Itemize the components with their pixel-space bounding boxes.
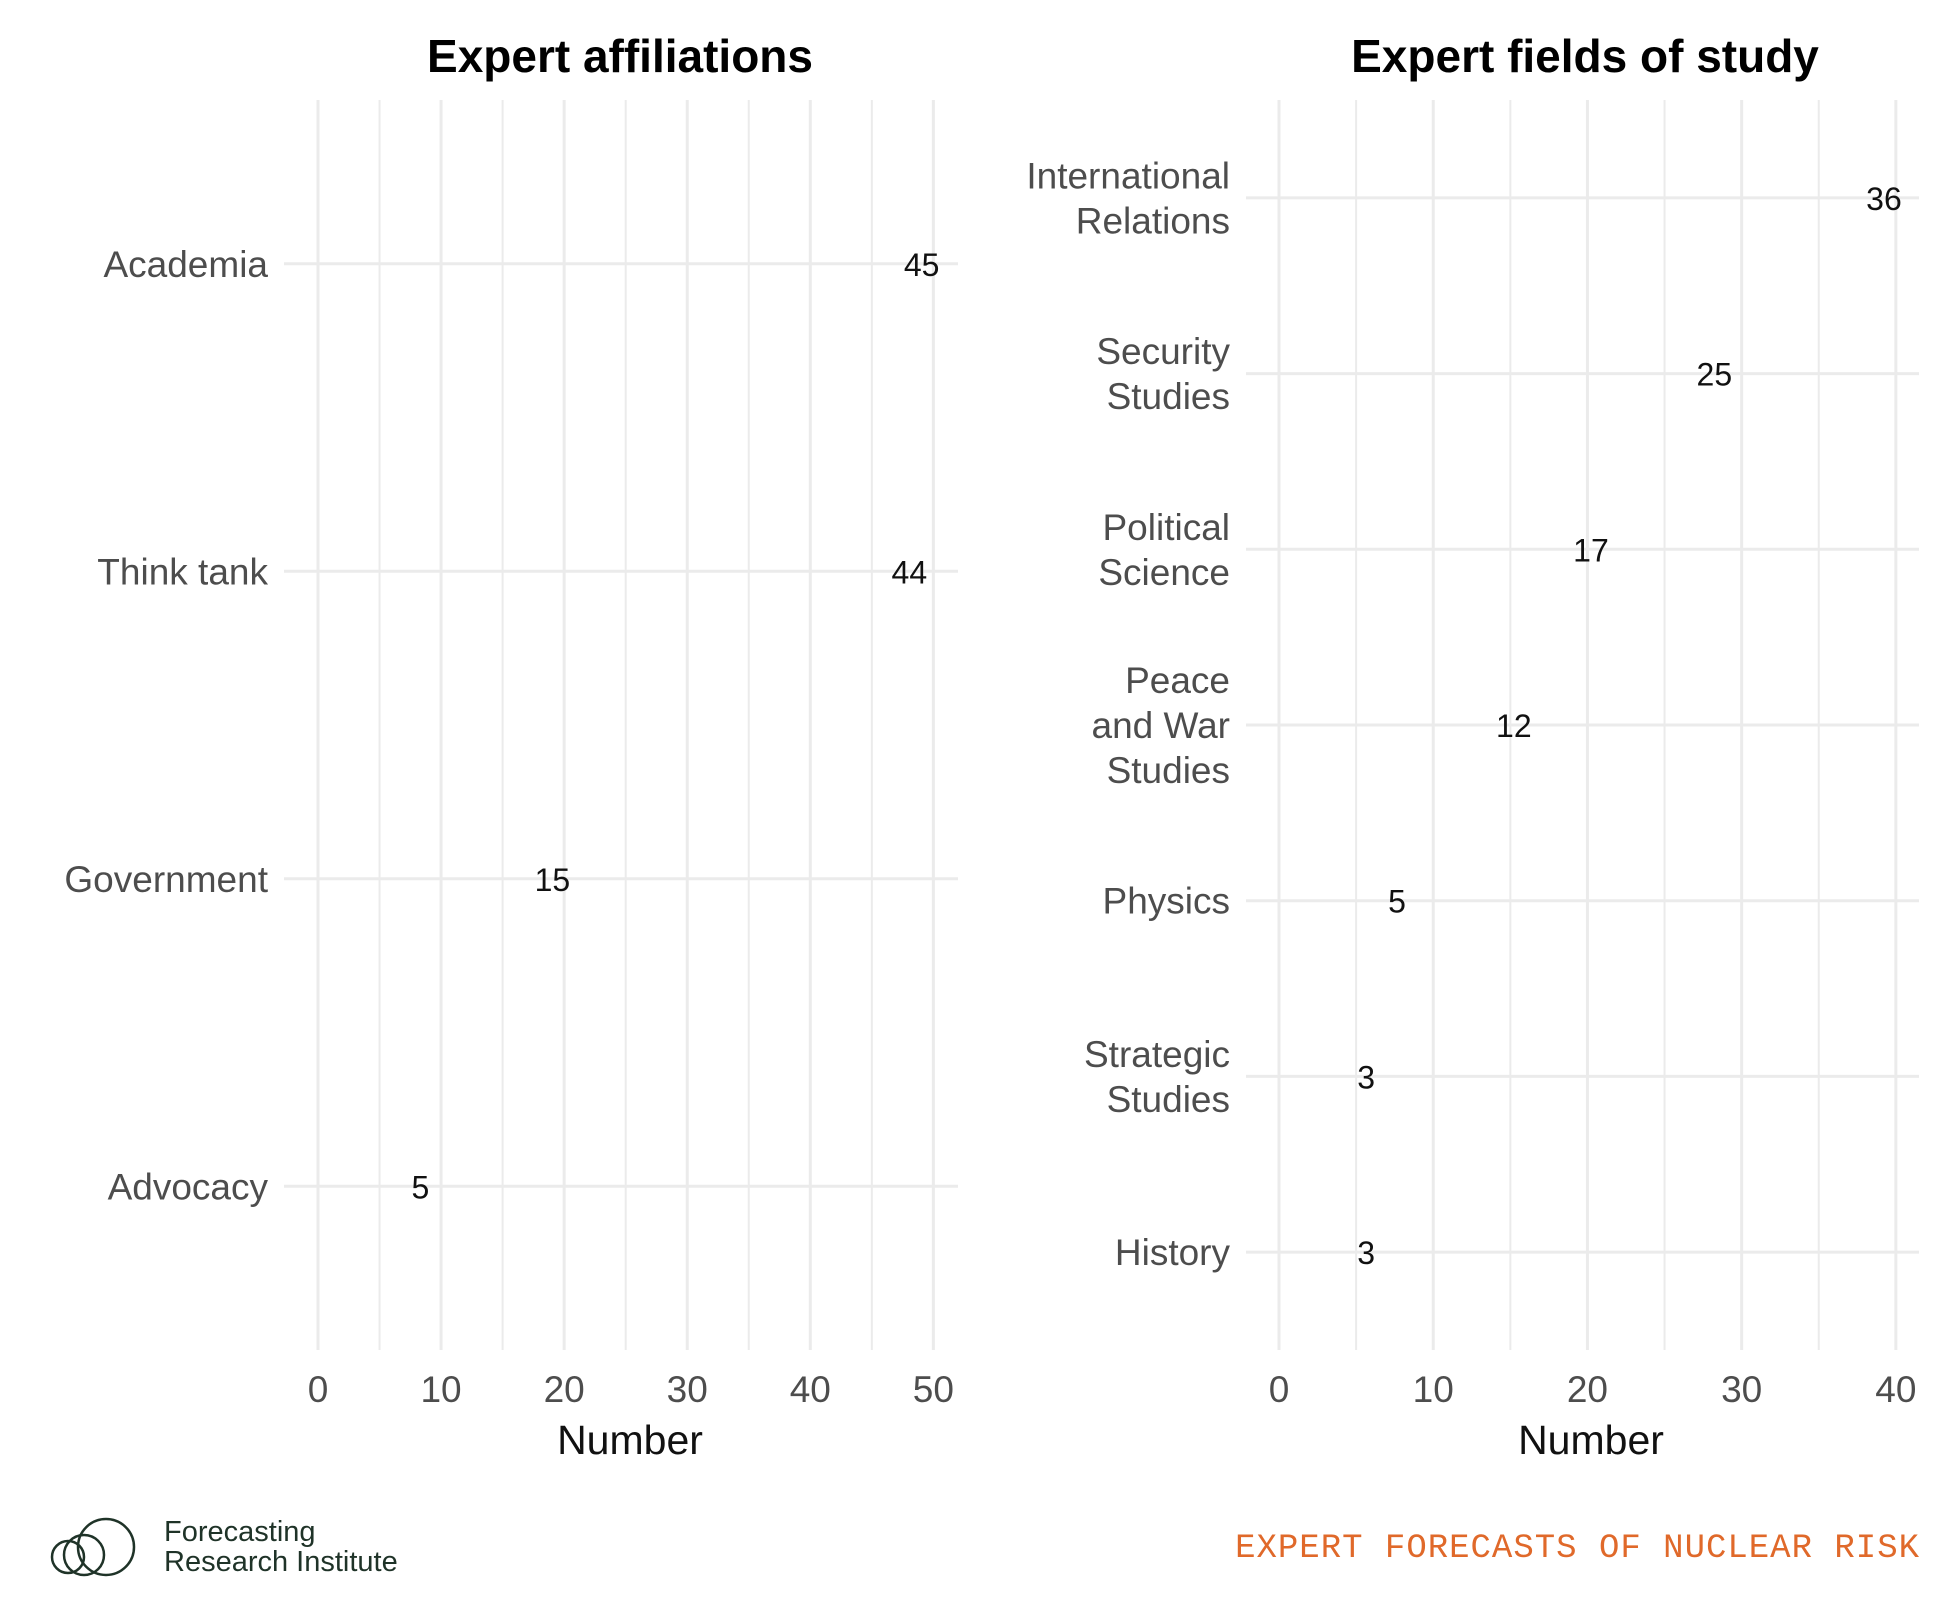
- chart-title: Expert affiliations: [427, 30, 813, 82]
- category-label: Academia: [103, 244, 268, 285]
- bar-value-label: 36: [1866, 181, 1902, 217]
- bar-value-label: 44: [892, 554, 928, 590]
- x-tick-label: 50: [913, 1369, 954, 1410]
- x-tick-label: 40: [790, 1369, 831, 1410]
- category-label: Peace and War Studies: [1092, 660, 1230, 791]
- category-label-line: Physics: [1103, 881, 1230, 922]
- category-label: International Relations: [1026, 155, 1230, 241]
- category-label-line: History: [1115, 1232, 1231, 1273]
- category-label: Security Studies: [1096, 331, 1230, 417]
- x-tick-label: 20: [1567, 1369, 1608, 1410]
- category-label: Think tank: [97, 551, 268, 592]
- category-label-line: Security: [1096, 331, 1230, 372]
- x-tick-label: 0: [308, 1369, 329, 1410]
- category-label: Physics: [1103, 881, 1230, 922]
- category-label-line: International: [1026, 155, 1230, 196]
- bar-value-label: 25: [1697, 357, 1733, 393]
- category-label: Advocacy: [108, 1166, 269, 1207]
- brand-name-line2: Research Institute: [164, 1546, 398, 1578]
- brand-name-line1: Forecasting: [164, 1516, 316, 1548]
- x-axis-title: Number: [557, 1417, 703, 1463]
- category-label-line: Advocacy: [108, 1166, 269, 1207]
- bar-value-label: 3: [1357, 1059, 1375, 1095]
- bar-value-label: 12: [1496, 708, 1532, 744]
- x-tick-label: 30: [667, 1369, 708, 1410]
- overlapping-circles-logo-icon: [50, 1517, 136, 1577]
- category-label: Strategic Studies: [1084, 1034, 1230, 1120]
- category-label-line: Government: [64, 859, 268, 900]
- x-axis-title: Number: [1518, 1417, 1664, 1463]
- category-label-line: Think tank: [97, 551, 268, 592]
- x-tick-label: 10: [1413, 1369, 1454, 1410]
- brand-logo: Forecasting Research Institute: [40, 1512, 398, 1582]
- category-label-line: Strategic: [1084, 1034, 1230, 1075]
- x-tick-label: 0: [1269, 1369, 1290, 1410]
- x-tick-label: 30: [1721, 1369, 1762, 1410]
- category-label-line: Studies: [1107, 1079, 1230, 1120]
- bar-value-label: 3: [1357, 1235, 1375, 1271]
- report-tagline: EXPERT FORECASTS OF NUCLEAR RISK: [1235, 1530, 1920, 1568]
- category-label: History: [1115, 1232, 1231, 1273]
- x-tick-label: 10: [420, 1369, 461, 1410]
- category-label-line: Peace: [1125, 660, 1230, 701]
- category-label-line: Academia: [103, 244, 268, 285]
- affiliations-panel: 45 Academia 44 Think tank 15 Government 5 Advoc…: [64, 30, 958, 1463]
- category-label-line: Studies: [1107, 750, 1230, 791]
- category-label-line: and War: [1092, 705, 1230, 746]
- chart-title: Expert fields of study: [1351, 30, 1819, 82]
- category-label-line: Science: [1098, 552, 1230, 593]
- bar-value-label: 15: [535, 862, 571, 898]
- x-tick-label: 20: [544, 1369, 585, 1410]
- bar-value-label: 5: [412, 1169, 430, 1205]
- category-label: Government: [64, 859, 268, 900]
- category-label: Political Science: [1098, 507, 1230, 593]
- bar-value-label: 5: [1388, 884, 1406, 920]
- bar-value-label: 17: [1573, 532, 1609, 568]
- category-label-line: Political: [1103, 507, 1231, 548]
- bar-value-label: 45: [904, 247, 940, 283]
- category-label-line: Relations: [1076, 200, 1230, 241]
- x-tick-label: 40: [1875, 1369, 1916, 1410]
- category-label-line: Studies: [1107, 376, 1230, 417]
